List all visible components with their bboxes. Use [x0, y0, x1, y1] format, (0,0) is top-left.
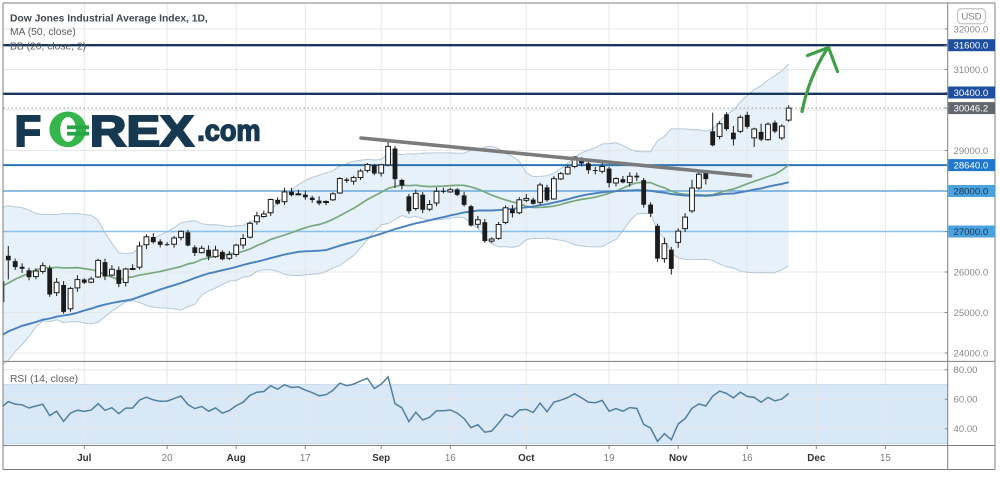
svg-text:REX: REX	[90, 107, 194, 156]
svg-text:16: 16	[742, 453, 753, 464]
svg-text:40.00: 40.00	[954, 424, 978, 435]
svg-text:BB (20, close, 2): BB (20, close, 2)	[10, 41, 86, 52]
svg-text:Aug: Aug	[227, 453, 246, 464]
svg-text:80.00: 80.00	[954, 365, 978, 376]
svg-text:27000.0: 27000.0	[954, 227, 989, 238]
svg-text:Sep: Sep	[372, 453, 390, 464]
svg-text:Dec: Dec	[807, 453, 826, 464]
svg-text:29000.0: 29000.0	[954, 146, 989, 157]
svg-text:15: 15	[880, 453, 891, 464]
svg-text:60.00: 60.00	[954, 395, 978, 406]
svg-text:24000.0: 24000.0	[954, 348, 989, 359]
svg-text:30400.0: 30400.0	[954, 88, 989, 99]
svg-text:Dow Jones Industrial Average I: Dow Jones Industrial Average Index, 1D,	[10, 13, 208, 24]
svg-text:.com: .com	[197, 115, 260, 148]
svg-text:16: 16	[445, 453, 456, 464]
svg-text:MA (50, close): MA (50, close)	[10, 27, 76, 38]
svg-text:31600.0: 31600.0	[954, 41, 989, 52]
svg-text:25000.0: 25000.0	[954, 308, 989, 319]
svg-text:32000.0: 32000.0	[954, 24, 989, 35]
svg-text:26000.0: 26000.0	[954, 267, 989, 278]
svg-text:RSI (14, close): RSI (14, close)	[10, 374, 78, 385]
svg-text:Oct: Oct	[518, 453, 535, 464]
svg-text:28000.0: 28000.0	[954, 187, 989, 198]
svg-text:30046.2: 30046.2	[954, 104, 989, 115]
svg-text:31000.0: 31000.0	[954, 65, 989, 76]
svg-text:Jul: Jul	[77, 453, 91, 464]
svg-text:Nov: Nov	[669, 453, 688, 464]
svg-text:USD: USD	[961, 12, 981, 23]
svg-text:19: 19	[604, 453, 615, 464]
svg-text:F: F	[15, 107, 41, 156]
svg-text:28640.0: 28640.0	[954, 161, 989, 172]
svg-text:20: 20	[162, 453, 173, 464]
svg-text:17: 17	[300, 453, 311, 464]
